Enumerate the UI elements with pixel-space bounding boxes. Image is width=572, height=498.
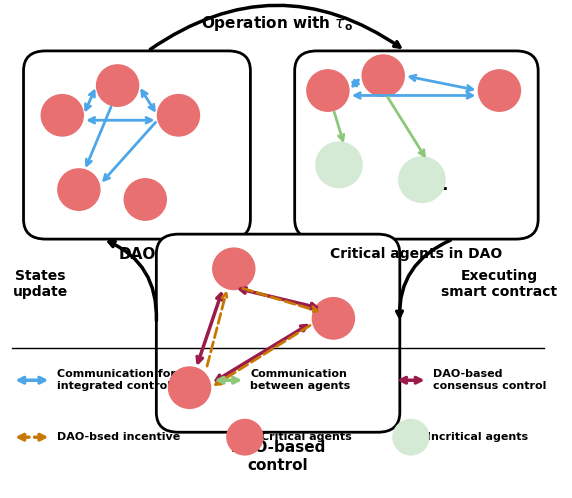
Text: DAO-bsed incentive: DAO-bsed incentive	[57, 432, 180, 442]
Ellipse shape	[124, 179, 166, 220]
Ellipse shape	[97, 65, 138, 106]
FancyBboxPatch shape	[295, 51, 538, 239]
Text: States
update: States update	[13, 268, 67, 299]
FancyBboxPatch shape	[23, 51, 251, 239]
Ellipse shape	[169, 367, 210, 408]
Ellipse shape	[399, 157, 445, 203]
Text: Operation with $\tau_\mathbf{o}$: Operation with $\tau_\mathbf{o}$	[201, 14, 353, 33]
Text: DAO: DAO	[118, 247, 156, 261]
Ellipse shape	[157, 95, 200, 136]
Ellipse shape	[362, 55, 404, 97]
Ellipse shape	[213, 248, 255, 289]
Text: Critical agents: Critical agents	[261, 432, 352, 442]
FancyBboxPatch shape	[156, 234, 400, 432]
Text: Executing
smart contract: Executing smart contract	[442, 268, 558, 299]
Ellipse shape	[316, 142, 362, 188]
Ellipse shape	[41, 95, 84, 136]
Text: Communication
between agents: Communication between agents	[251, 369, 351, 391]
Ellipse shape	[227, 419, 263, 455]
Text: ...: ...	[143, 188, 164, 206]
Text: Critical agents in DAO: Critical agents in DAO	[330, 247, 503, 260]
Text: Communication for
integrated control: Communication for integrated control	[57, 369, 176, 391]
Text: DAO-based
control: DAO-based control	[231, 440, 326, 473]
Ellipse shape	[312, 298, 355, 339]
Ellipse shape	[58, 169, 100, 210]
Ellipse shape	[393, 419, 429, 455]
Text: DAO-based
consensus control: DAO-based consensus control	[433, 369, 546, 391]
Ellipse shape	[307, 70, 349, 111]
Text: ...: ...	[428, 176, 449, 194]
Ellipse shape	[478, 70, 521, 111]
Text: Incritical agents: Incritical agents	[427, 432, 529, 442]
